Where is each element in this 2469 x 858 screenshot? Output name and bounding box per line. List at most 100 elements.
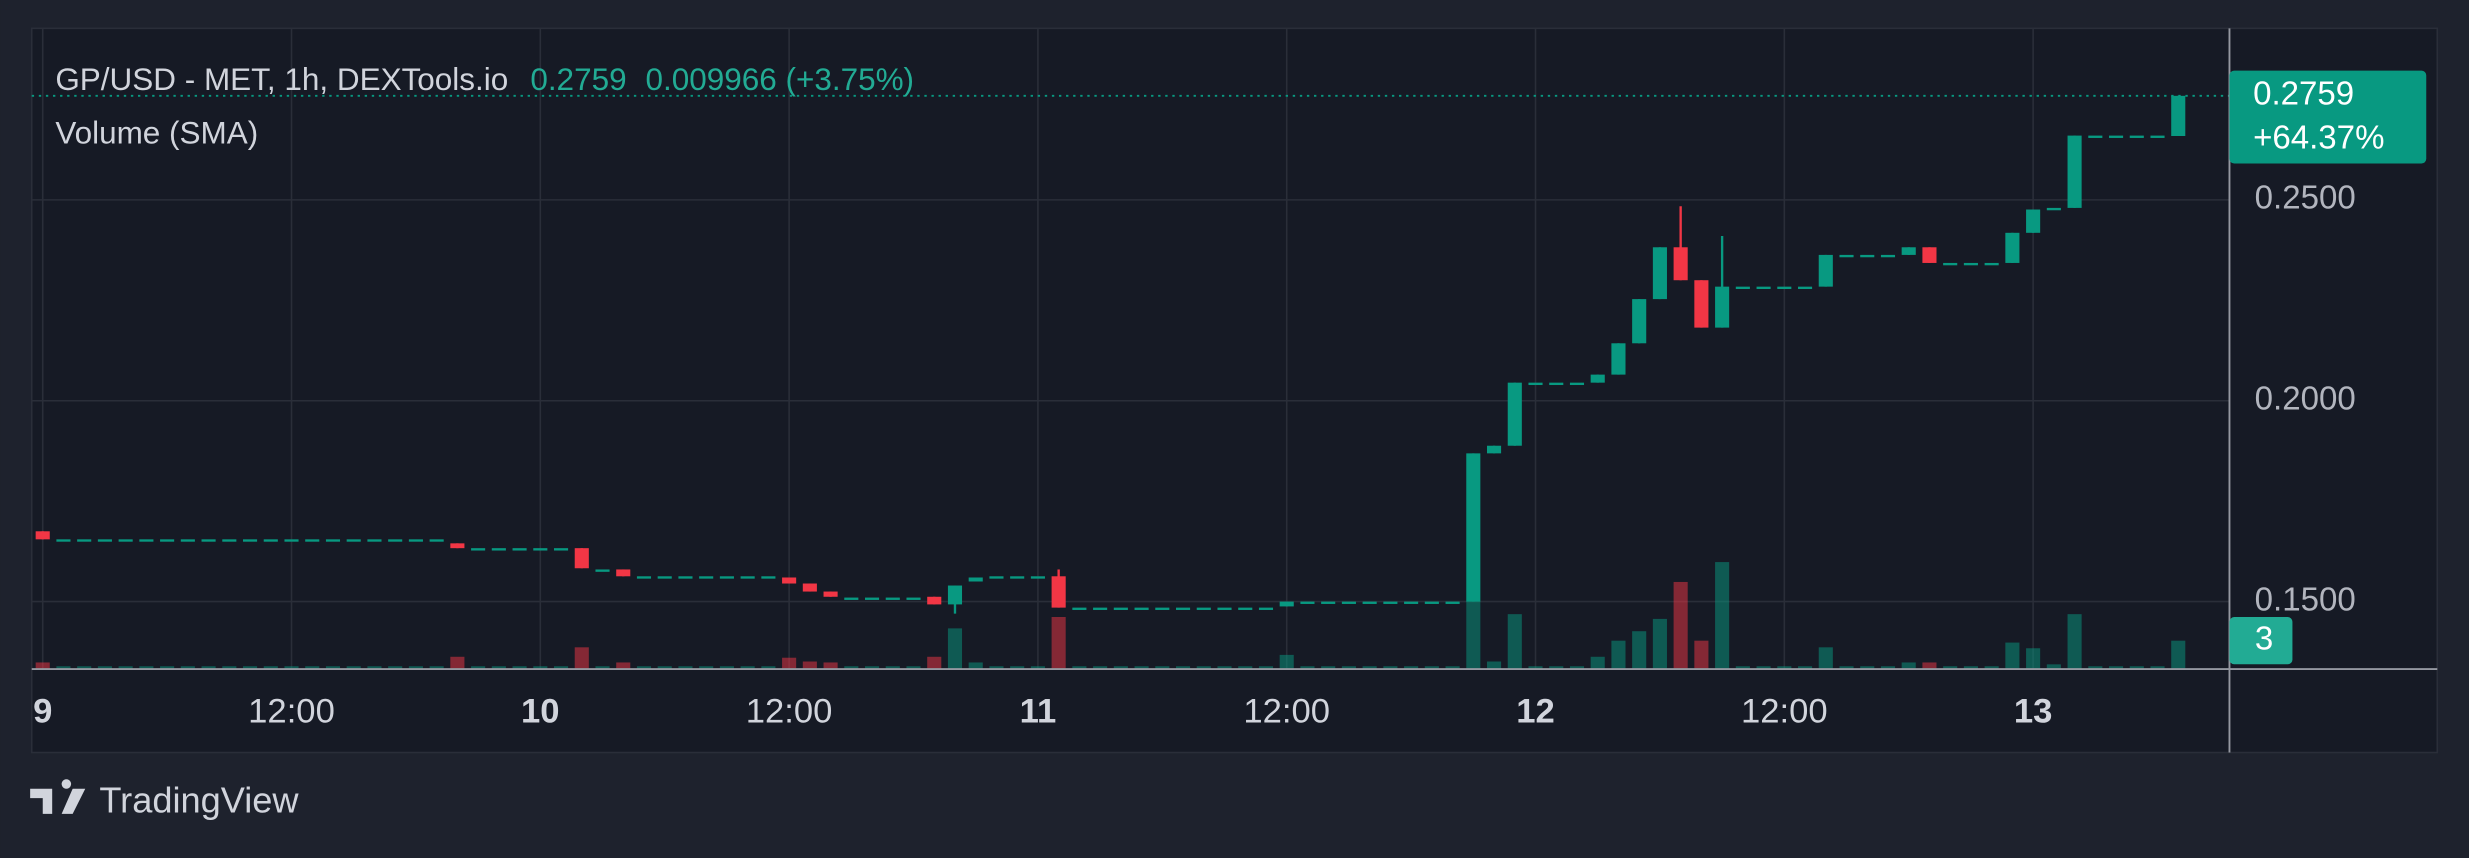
candle-body	[1010, 576, 1025, 579]
volume-bar	[118, 666, 133, 670]
candle-body	[471, 548, 486, 551]
candle-body	[906, 597, 921, 600]
candle-body	[1487, 445, 1502, 454]
volume-bar	[1652, 618, 1667, 670]
price-tag	[2229, 70, 2427, 164]
volume-bar	[844, 666, 859, 670]
candle-body	[927, 596, 942, 605]
candle-body	[1984, 262, 1999, 266]
candle-body	[1715, 286, 1730, 328]
candle-body	[678, 576, 693, 579]
volume-bar	[719, 666, 734, 670]
volume-bar	[346, 666, 361, 670]
candle-body	[1694, 280, 1709, 328]
candle-body	[1196, 607, 1211, 610]
candle-body	[1569, 382, 1585, 386]
volume-tag-value: 3	[2255, 620, 2273, 657]
brand: TradingView	[99, 779, 299, 820]
volume-bar	[574, 647, 589, 670]
volume-bar	[1404, 666, 1419, 670]
logo-mark	[30, 779, 86, 814]
legend-line: GP/USD - MET, 1h, DEXTools.io 0.2759 0.009…	[55, 62, 914, 97]
candle-body	[1134, 607, 1149, 610]
volume-bar	[160, 666, 175, 670]
volume-bar	[1943, 666, 1958, 670]
candle-body	[2005, 232, 2020, 263]
candle-body	[1860, 254, 1875, 258]
candle-body	[574, 548, 589, 569]
volume-bar	[1880, 666, 1896, 670]
volume-bar	[865, 666, 880, 670]
candle-body	[2129, 135, 2144, 138]
volume-bar	[989, 666, 1004, 670]
volume-bar	[284, 666, 299, 670]
volume-bar	[77, 666, 92, 670]
volume-bar	[263, 666, 278, 670]
volume-bar	[2088, 666, 2103, 670]
volume-bar	[2129, 666, 2144, 670]
volume-bar	[429, 666, 444, 670]
volume-bar	[1279, 654, 1294, 670]
candle-body	[2088, 135, 2103, 138]
volume-bar	[2067, 614, 2082, 670]
volume-bar	[1715, 562, 1730, 670]
volume-bar	[367, 666, 382, 670]
candle-body	[989, 576, 1004, 579]
candle-body	[1652, 247, 1667, 300]
candle-body	[782, 577, 797, 584]
candle-body	[1176, 607, 1191, 610]
volume-bar	[1383, 666, 1398, 670]
candle-body	[1507, 382, 1522, 446]
candle-body	[947, 585, 963, 605]
candle-body	[56, 539, 71, 542]
candle-body	[1901, 247, 1916, 255]
candle-body	[512, 548, 527, 551]
volume-bar	[1321, 666, 1336, 670]
candle-body	[450, 543, 465, 549]
x-tick-label: 12:00	[1243, 692, 1330, 730]
volume-bar	[1362, 666, 1377, 670]
volume-bar	[56, 666, 71, 670]
candle-body	[968, 577, 983, 582]
volume-bar	[1424, 666, 1439, 670]
candle-body	[1300, 601, 1315, 604]
volume-bar	[2005, 642, 2020, 670]
candle-body	[2171, 95, 2186, 136]
volume-bar	[512, 666, 527, 670]
candle-body	[1424, 601, 1439, 604]
candle-body	[429, 539, 444, 542]
volume-bar	[2046, 664, 2061, 670]
volume-bar	[97, 666, 112, 670]
volume-bar	[1901, 662, 1916, 670]
volume-bar	[388, 666, 403, 670]
candle-body	[242, 539, 258, 542]
candle-body	[325, 539, 341, 542]
candle-body	[1673, 247, 1688, 281]
volume-bar	[761, 666, 776, 670]
volume-bar	[533, 666, 548, 670]
volume-bar	[1487, 661, 1502, 670]
volume-bar	[1196, 666, 1211, 670]
volume-bar	[1839, 666, 1854, 670]
candle-body	[2067, 135, 2082, 208]
volume-bar	[1113, 666, 1128, 670]
candle-body	[699, 576, 714, 579]
volume-bar	[1735, 666, 1750, 670]
candle-body	[160, 539, 175, 542]
change: 0.009966 (+3.75%)	[645, 62, 914, 97]
volume-bar	[1051, 617, 1066, 670]
x-tick-label: 12:00	[746, 692, 833, 730]
candle-body	[1238, 607, 1253, 610]
volume-bar	[927, 656, 942, 670]
price-tag-value: 0.2759	[2253, 76, 2354, 113]
x-tick-label: 9	[33, 692, 52, 730]
volume-bar	[1984, 666, 1999, 670]
candle-body	[1735, 286, 1750, 290]
candle-body	[1217, 607, 1232, 610]
candle-body	[491, 548, 506, 551]
candle-body	[1155, 607, 1170, 610]
volume-bar	[1155, 666, 1170, 670]
volume-bar	[1860, 666, 1875, 670]
volume-bar	[1010, 666, 1025, 670]
